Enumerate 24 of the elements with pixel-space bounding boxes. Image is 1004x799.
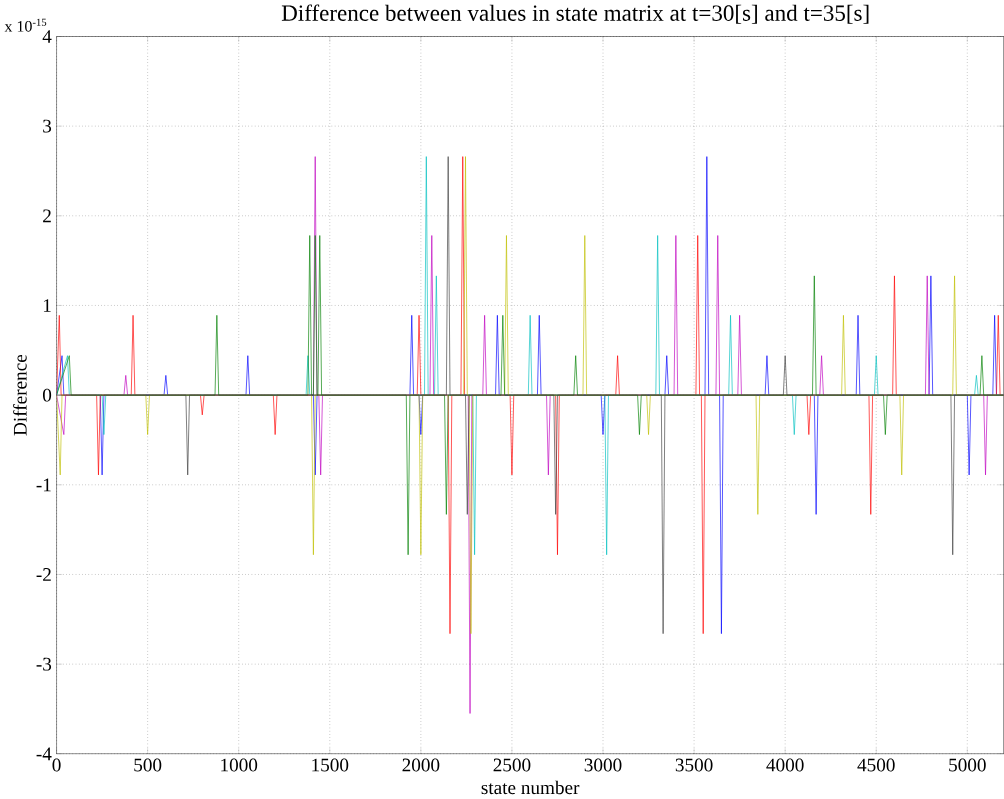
chart-title: Difference between values in state matrix at t=30[s] and t=35[s] [281, 4, 869, 24]
x-tick-label: 4000 [766, 758, 804, 772]
y-tick-label: 1 [43, 299, 51, 312]
x-tick-label: 0 [52, 758, 61, 772]
x-tick-label: 5000 [949, 758, 986, 772]
x-tick-label: 1500 [312, 758, 349, 772]
text: x 10$^{-15}$ [4, 18, 47, 32]
y-tick-label: -2 [36, 568, 51, 582]
x-tick-label: 3000 [584, 758, 622, 772]
y-tick-label: -4 [36, 747, 52, 761]
y-axis-title: Difference [13, 355, 27, 436]
y-tick-label: -1 [36, 478, 51, 492]
y-tick-label: 4 [42, 30, 52, 43]
x-tick-label: 2000 [402, 758, 440, 772]
y-tick-label: 2 [43, 209, 51, 223]
x-axis-title: state number [481, 780, 580, 795]
y-tick-label: -3 [36, 657, 52, 671]
x-tick-label: 4500 [857, 758, 895, 772]
x-tick-label: 2500 [493, 758, 531, 772]
x-tick-label: 1000 [221, 758, 258, 772]
y-tick-label: 3 [43, 119, 52, 133]
y-tick-label: 0 [42, 388, 52, 402]
x-tick-label: 500 [134, 758, 162, 772]
x-tick-label: 3500 [675, 758, 713, 772]
